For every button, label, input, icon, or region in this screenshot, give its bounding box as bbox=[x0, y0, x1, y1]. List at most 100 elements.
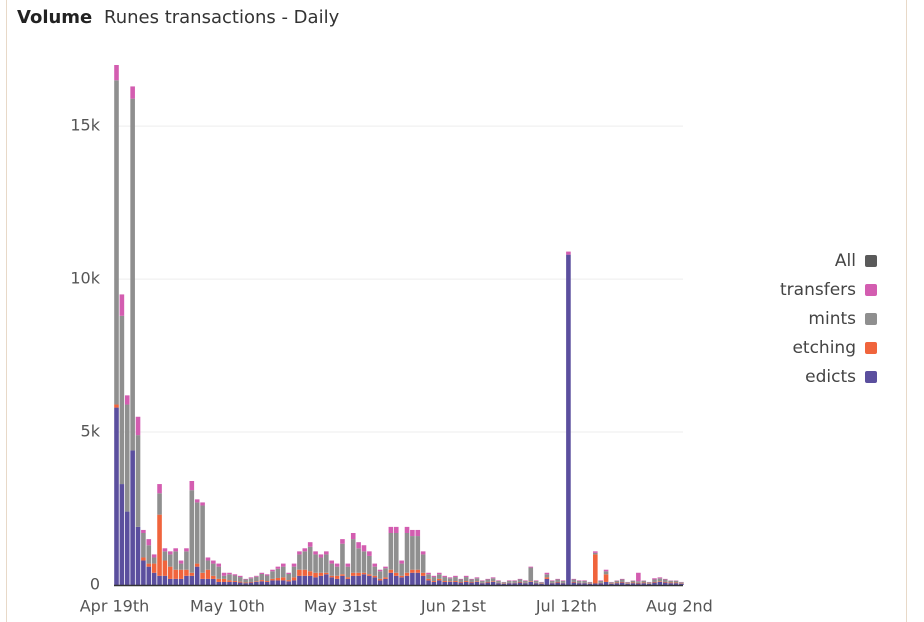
bar-segment bbox=[307, 542, 313, 547]
bar-segment bbox=[485, 578, 491, 580]
bar-segment bbox=[463, 575, 469, 578]
bar-segment bbox=[275, 566, 281, 569]
bar-segment bbox=[544, 572, 550, 575]
bar-segment bbox=[313, 577, 318, 585]
bar-segment bbox=[377, 578, 383, 581]
bar-segment bbox=[141, 533, 146, 558]
bar-segment bbox=[264, 575, 270, 582]
bar-segment bbox=[673, 580, 679, 583]
bar-segment bbox=[539, 582, 544, 584]
bar-segment bbox=[162, 560, 168, 576]
bar-segment bbox=[270, 571, 275, 579]
bar-segment bbox=[205, 557, 211, 561]
bar-segment bbox=[652, 581, 657, 583]
bar-segment bbox=[211, 563, 216, 576]
bar-segment bbox=[474, 581, 480, 585]
bar-segment bbox=[399, 577, 404, 585]
bar-segment bbox=[662, 581, 668, 583]
bar-segment bbox=[566, 254, 571, 585]
bar-segment bbox=[243, 579, 248, 583]
bar-segment bbox=[211, 578, 216, 585]
legend-swatch[interactable] bbox=[865, 284, 877, 296]
bar-segment bbox=[151, 554, 157, 558]
bar-segment bbox=[135, 416, 141, 436]
bar-segment bbox=[641, 580, 647, 583]
bar-segment bbox=[431, 581, 437, 585]
legend-swatch[interactable] bbox=[865, 313, 877, 325]
bar-segment bbox=[453, 577, 458, 582]
bar-segment bbox=[410, 529, 415, 537]
bar-segment bbox=[657, 581, 663, 582]
bar-segment bbox=[668, 580, 673, 583]
bar-segment bbox=[297, 554, 302, 570]
bar-segment bbox=[350, 572, 356, 576]
bar-segment bbox=[501, 582, 507, 584]
bar-segment bbox=[420, 551, 426, 555]
bar-segment bbox=[151, 557, 157, 564]
bar-segment bbox=[447, 581, 453, 585]
bar-segment bbox=[528, 566, 534, 568]
bar-segment bbox=[447, 578, 453, 582]
bar-segment bbox=[313, 572, 318, 578]
bar-segment bbox=[652, 579, 657, 582]
bar-segment bbox=[652, 578, 657, 580]
bar-segment bbox=[523, 580, 528, 582]
legend-swatch[interactable] bbox=[865, 255, 877, 267]
bar-segment bbox=[189, 575, 195, 585]
bar-segment bbox=[254, 581, 259, 585]
bar-segment bbox=[582, 580, 587, 582]
bar-segment bbox=[625, 582, 630, 584]
bar-segment bbox=[361, 551, 367, 573]
bar-segment bbox=[490, 577, 496, 579]
bar-segment bbox=[576, 583, 582, 585]
bar-segment bbox=[512, 580, 517, 582]
bar-segment bbox=[340, 539, 345, 544]
bar-segment bbox=[162, 575, 168, 585]
bar-segment bbox=[350, 575, 356, 585]
bar-segment bbox=[571, 579, 577, 582]
bar-segment bbox=[636, 582, 641, 584]
bar-segment bbox=[410, 536, 415, 570]
bar-segment bbox=[162, 551, 168, 561]
bar-segment bbox=[469, 579, 474, 582]
bar-segment bbox=[130, 450, 135, 585]
bar-segment bbox=[259, 580, 265, 582]
legend-swatch[interactable] bbox=[865, 371, 877, 383]
bar-segment bbox=[442, 581, 447, 585]
y-tick-label: 10k bbox=[70, 269, 100, 288]
legend-swatch[interactable] bbox=[865, 342, 877, 354]
bar-segment bbox=[270, 569, 275, 572]
bar-segment bbox=[447, 577, 453, 579]
bar-segment bbox=[356, 542, 361, 549]
bar-segment bbox=[571, 578, 577, 580]
bar-segment bbox=[496, 581, 501, 583]
bar-segment bbox=[119, 484, 125, 585]
bar-segment bbox=[340, 575, 345, 585]
legend-label: etching bbox=[792, 338, 856, 358]
bar-segment bbox=[146, 545, 152, 564]
bar-segment bbox=[593, 551, 598, 553]
bar-segment bbox=[560, 580, 566, 582]
bar-segment bbox=[609, 583, 614, 585]
bar-segment bbox=[264, 581, 270, 582]
bar-segment bbox=[291, 563, 297, 567]
bar-segment bbox=[383, 578, 388, 585]
bar-segment bbox=[270, 578, 275, 581]
bar-segment bbox=[437, 578, 442, 581]
bar-segment bbox=[560, 581, 566, 583]
bar-segment bbox=[404, 526, 410, 533]
bar-segment bbox=[340, 574, 345, 576]
bar-segment bbox=[528, 581, 534, 585]
bar-segment bbox=[399, 575, 404, 578]
bar-segment bbox=[313, 551, 318, 555]
bar-segment bbox=[523, 583, 528, 585]
bar-segment bbox=[141, 529, 146, 533]
bar-segment bbox=[324, 574, 329, 585]
bar-segment bbox=[211, 575, 216, 579]
bar-segment bbox=[248, 578, 254, 582]
bar-segment bbox=[619, 579, 625, 582]
legend-label: edicts bbox=[805, 367, 856, 387]
bar-segment bbox=[205, 560, 211, 570]
bar-segment bbox=[259, 572, 265, 574]
bar-segment bbox=[582, 581, 587, 583]
